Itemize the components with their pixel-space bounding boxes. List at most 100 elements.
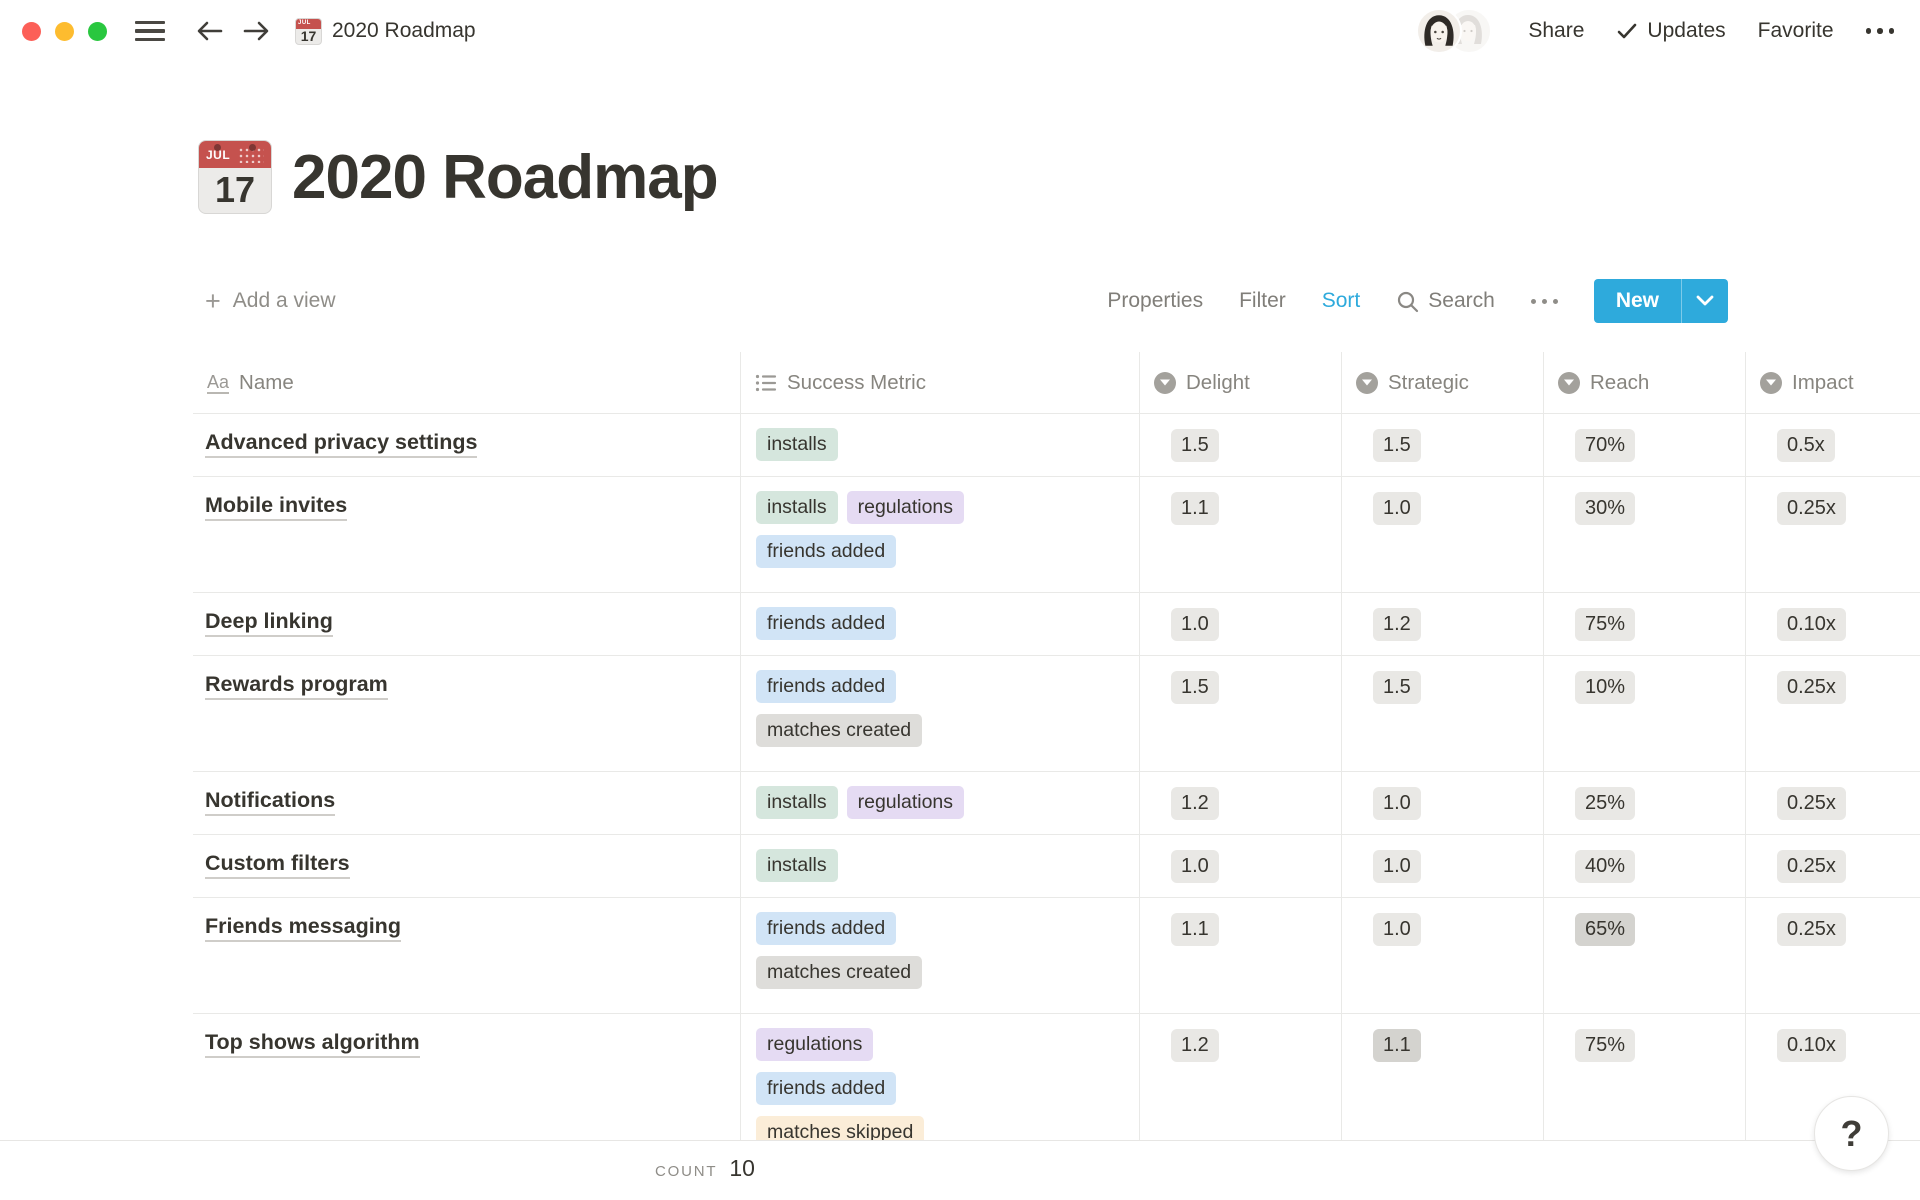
strategic-cell[interactable]: 1.5: [1341, 414, 1543, 476]
strategic-cell[interactable]: 1.0: [1341, 477, 1543, 592]
reach-value-chip: 25%: [1575, 787, 1636, 820]
impact-cell[interactable]: 0.10x: [1745, 593, 1920, 655]
count-summary[interactable]: COUNT 10: [655, 1155, 755, 1182]
delight-cell[interactable]: 1.1: [1139, 477, 1341, 592]
reach-cell[interactable]: 10%: [1543, 656, 1745, 771]
new-dropdown-button[interactable]: [1682, 279, 1728, 323]
strategic-cell[interactable]: 1.1: [1341, 1014, 1543, 1140]
metric-tag: friends added: [756, 607, 897, 640]
more-options-button[interactable]: [1865, 28, 1894, 34]
help-button[interactable]: ?: [1814, 1096, 1889, 1171]
table-row: Custom filters installs 1.0 1.0 40% 0.25x: [193, 835, 1920, 898]
column-header-delight[interactable]: Delight: [1139, 352, 1341, 413]
share-button[interactable]: Share: [1528, 19, 1585, 42]
delight-value-chip: 1.0: [1171, 608, 1219, 641]
delight-cell[interactable]: 1.0: [1139, 835, 1341, 897]
window-controls: [22, 21, 107, 41]
row-name-cell[interactable]: Notifications: [193, 772, 740, 834]
impact-cell[interactable]: 0.10x: [1745, 1014, 1920, 1140]
reach-cell[interactable]: 75%: [1543, 593, 1745, 655]
search-button[interactable]: Search: [1396, 289, 1495, 313]
zoom-window-button[interactable]: [88, 21, 107, 41]
new-button[interactable]: New: [1593, 279, 1728, 323]
success-metric-cell[interactable]: friends added matches created: [740, 656, 1139, 771]
strategic-cell[interactable]: 1.2: [1341, 593, 1543, 655]
forward-button[interactable]: [241, 19, 271, 43]
row-name-cell[interactable]: Deep linking: [193, 593, 740, 655]
success-metric-cell[interactable]: regulations friends added matches skipped: [740, 1014, 1139, 1140]
page-calendar-icon-large[interactable]: JUL 17: [198, 140, 272, 214]
success-metric-cell[interactable]: installs regulations friends added: [740, 477, 1139, 592]
strategic-cell[interactable]: 1.0: [1341, 898, 1543, 1013]
collaborator-avatars[interactable]: [1416, 8, 1493, 54]
impact-cell[interactable]: 0.25x: [1745, 835, 1920, 897]
row-name-link[interactable]: Custom filters: [205, 851, 350, 879]
strategic-cell[interactable]: 1.5: [1341, 656, 1543, 771]
delight-value-chip: 1.5: [1171, 429, 1219, 462]
page-title[interactable]: 2020 Roadmap: [292, 142, 719, 212]
impact-cell[interactable]: 0.25x: [1745, 656, 1920, 771]
impact-cell[interactable]: 0.25x: [1745, 898, 1920, 1013]
reach-cell[interactable]: 30%: [1543, 477, 1745, 592]
count-value: 10: [729, 1155, 755, 1181]
strategic-cell[interactable]: 1.0: [1341, 772, 1543, 834]
properties-button[interactable]: Properties: [1107, 289, 1204, 312]
sort-button[interactable]: Sort: [1321, 289, 1361, 312]
success-metric-cell[interactable]: installs: [740, 835, 1139, 897]
reach-cell[interactable]: 65%: [1543, 898, 1745, 1013]
add-view-button[interactable]: + Add a view: [205, 286, 336, 316]
close-window-button[interactable]: [22, 21, 41, 41]
impact-cell[interactable]: 0.25x: [1745, 477, 1920, 592]
row-name-cell[interactable]: Custom filters: [193, 835, 740, 897]
column-header-reach[interactable]: Reach: [1543, 352, 1745, 413]
filter-button[interactable]: Filter: [1239, 289, 1286, 312]
row-name-link[interactable]: Top shows algorithm: [205, 1030, 420, 1058]
chevron-down-icon: [1696, 295, 1714, 306]
impact-cell[interactable]: 0.25x: [1745, 772, 1920, 834]
reach-cell[interactable]: 70%: [1543, 414, 1745, 476]
metric-tag: regulations: [756, 1028, 874, 1061]
metric-tag: friends added: [756, 912, 897, 945]
row-name-link[interactable]: Advanced privacy settings: [205, 430, 478, 458]
reach-value-chip: 75%: [1575, 608, 1636, 641]
delight-cell[interactable]: 1.2: [1139, 772, 1341, 834]
row-name-cell[interactable]: Friends messaging: [193, 898, 740, 1013]
success-metric-cell[interactable]: friends added: [740, 593, 1139, 655]
reach-cell[interactable]: 75%: [1543, 1014, 1745, 1140]
strategic-cell[interactable]: 1.0: [1341, 835, 1543, 897]
view-more-options-button[interactable]: [1530, 298, 1558, 304]
column-header-name[interactable]: Aa Name: [207, 370, 294, 394]
column-header-success-metric[interactable]: Success Metric: [740, 352, 1139, 413]
delight-cell[interactable]: 1.2: [1139, 1014, 1341, 1140]
delight-cell[interactable]: 1.1: [1139, 898, 1341, 1013]
reach-value-chip: 70%: [1575, 429, 1636, 462]
column-header-impact[interactable]: Impact: [1745, 352, 1920, 413]
row-name-link[interactable]: Deep linking: [205, 609, 333, 637]
row-name-cell[interactable]: Advanced privacy settings: [193, 414, 740, 476]
minimize-window-button[interactable]: [55, 21, 74, 41]
row-name-cell[interactable]: Top shows algorithm: [193, 1014, 740, 1140]
row-name-link[interactable]: Rewards program: [205, 672, 388, 700]
success-metric-cell[interactable]: installs regulations: [740, 772, 1139, 834]
back-button[interactable]: [195, 19, 225, 43]
strategic-value-chip: 1.0: [1373, 787, 1421, 820]
row-name-link[interactable]: Notifications: [205, 788, 336, 816]
impact-cell[interactable]: 0.5x: [1745, 414, 1920, 476]
delight-cell[interactable]: 1.5: [1139, 414, 1341, 476]
row-name-link[interactable]: Friends messaging: [205, 914, 401, 942]
sidebar-toggle-icon[interactable]: [135, 20, 165, 42]
row-name-link[interactable]: Mobile invites: [205, 493, 348, 521]
row-name-cell[interactable]: Rewards program: [193, 656, 740, 771]
column-header-strategic[interactable]: Strategic: [1341, 352, 1543, 413]
row-name-cell[interactable]: Mobile invites: [193, 477, 740, 592]
success-metric-cell[interactable]: installs: [740, 414, 1139, 476]
success-metric-cell[interactable]: friends added matches created: [740, 898, 1139, 1013]
updates-button[interactable]: Updates: [1616, 19, 1726, 43]
delight-value-chip: 1.5: [1171, 671, 1219, 704]
breadcrumb[interactable]: JUL 17 2020 Roadmap: [295, 17, 476, 45]
favorite-button[interactable]: Favorite: [1757, 19, 1834, 42]
delight-cell[interactable]: 1.0: [1139, 593, 1341, 655]
reach-cell[interactable]: 40%: [1543, 835, 1745, 897]
delight-cell[interactable]: 1.5: [1139, 656, 1341, 771]
reach-cell[interactable]: 25%: [1543, 772, 1745, 834]
